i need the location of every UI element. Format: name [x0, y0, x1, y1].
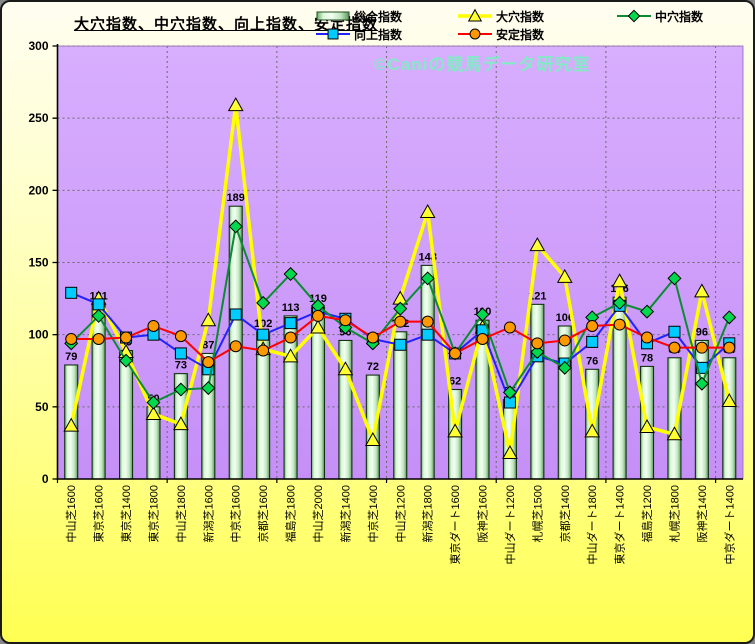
x-category-label: 札幌芝1800 [667, 485, 681, 542]
x-category-label: 中京芝1600 [229, 485, 243, 542]
bar [393, 331, 408, 480]
x-category-label: 阪神芝1400 [695, 485, 709, 542]
bar-value-label: 102 [254, 318, 272, 330]
bar-value-label: 87 [202, 339, 214, 351]
legend-item-diamond: 中穴指数 [616, 8, 703, 24]
bar-value-label: 78 [641, 352, 653, 364]
x-category-label: 福島芝1800 [284, 485, 298, 542]
x-category-label: 京都芝1400 [558, 485, 572, 542]
bar-value-label: 73 [175, 360, 187, 372]
x-category-label: 新潟芝1600 [201, 485, 215, 542]
bar [119, 349, 134, 480]
y-tick-label: 0 [42, 472, 49, 486]
bar-value-label: 189 [227, 192, 245, 204]
diamond-legend-icon [617, 9, 651, 23]
bar [420, 264, 435, 480]
legend-label: 大穴指数 [496, 9, 545, 24]
y-tick-label: 250 [28, 111, 48, 125]
x-category-label: 中山ダート1200 [503, 485, 517, 564]
x-category-label: 中京芝1400 [366, 485, 380, 542]
line-series-circle [65, 309, 736, 369]
chart-title: 大穴指数、中穴指数、向上指数、安定指数 [74, 16, 379, 33]
x-category-label: 中山芝1200 [394, 485, 407, 542]
x-category-label: 東京ダート1600 [448, 485, 462, 564]
x-category-label: 京都芝1600 [256, 485, 270, 542]
bar-value-label: 62 [449, 376, 461, 388]
y-tick-label: 100 [28, 328, 48, 342]
x-category-label: 中山ダート1800 [585, 485, 599, 564]
x-category-label: 中山芝1800 [175, 485, 188, 542]
y-axis-labels: 0 50 100 150 200 250 300 [28, 39, 48, 486]
square-legend-icon [316, 28, 350, 40]
x-category-label: 札幌芝1500 [530, 485, 544, 542]
y-tick-label: 150 [28, 256, 48, 270]
circle-legend-icon [458, 28, 492, 40]
bar-value-label: 96 [696, 326, 708, 338]
legend-label: 総合指数 [354, 9, 403, 24]
bar-value-label: 76 [586, 355, 598, 367]
watermark-text: ©Caniの競馬データ研究室 [374, 55, 591, 74]
x-category-label: 中山芝2000 [312, 485, 325, 542]
y-tick-label: 200 [28, 183, 48, 197]
x-category-label: 新潟芝1400 [338, 485, 352, 542]
bar-value-label: 72 [367, 361, 379, 373]
legend-item-triangle: 大穴指数 [457, 8, 544, 24]
bar-legend-icon [316, 11, 350, 21]
bar-value-label: 106 [556, 312, 574, 324]
bar-value-label: 121 [528, 290, 546, 302]
bar [557, 325, 572, 480]
bar [91, 303, 106, 480]
x-category-label: 阪神芝1600 [476, 485, 490, 542]
x-category-label: 新潟芝1800 [421, 485, 435, 542]
x-category-label: 福島芝1200 [640, 485, 654, 542]
x-category-label: 東京芝1400 [119, 485, 133, 542]
legend-label: 中穴指数 [655, 9, 704, 24]
y-tick-label: 300 [28, 39, 48, 53]
legend-item-square: 向上指数 [315, 26, 402, 42]
legend-label: 向上指数 [354, 27, 403, 42]
triangle-legend-icon [458, 8, 492, 22]
legend-item-circle: 安定指数 [457, 26, 544, 42]
axes [52, 44, 744, 483]
x-category-label: 中京ダート1400 [722, 485, 736, 564]
legend-item-bar: 総合指数 [315, 8, 402, 24]
bar-value-label: 79 [65, 351, 77, 363]
legend-label: 安定指数 [496, 27, 545, 42]
x-category-label: 東京芝1600 [92, 485, 106, 542]
x-category-label: 中山芝1600 [65, 485, 78, 542]
y-tick-label: 50 [35, 400, 49, 414]
x-category-label: 東京芝1800 [146, 485, 160, 542]
bar-value-label: 113 [282, 302, 300, 314]
x-category-label: 東京ダート1400 [613, 485, 627, 564]
x-axis-labels: 中山芝1600 東京芝1600 東京芝1400 東京芝1800 中山芝1800 新潟芝16… [65, 485, 736, 564]
bar [530, 303, 545, 480]
